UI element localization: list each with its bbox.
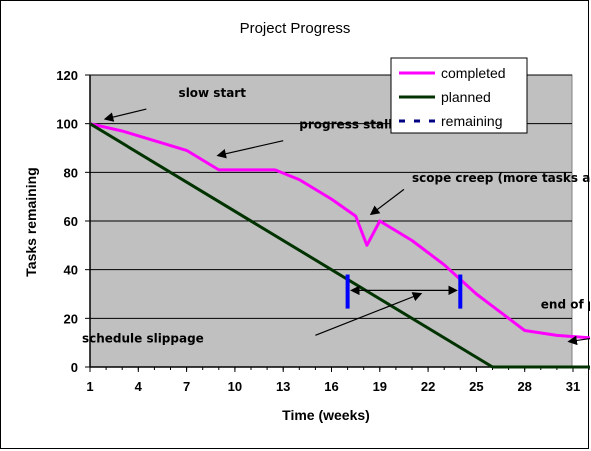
annotation-label: schedule slippage xyxy=(82,332,204,346)
y-tick-label: 80 xyxy=(64,165,78,180)
axes: 0204060801001201471013161922252831343740… xyxy=(56,68,590,394)
x-tick-label: 1 xyxy=(86,379,93,394)
series-planned xyxy=(89,122,590,369)
annotation-arrow xyxy=(369,188,405,216)
legend-label-remaining: remaining xyxy=(441,113,502,129)
annotation-label: progress stalled xyxy=(299,118,409,132)
legend-label-completed: completed xyxy=(441,65,506,81)
y-axis-title: Tasks remaining xyxy=(23,167,39,276)
x-tick-label: 31 xyxy=(566,379,580,394)
annotation-label: end of project delays xyxy=(541,298,590,312)
x-axis-title: Time (weeks) xyxy=(282,407,370,423)
y-tick-label: 60 xyxy=(64,214,78,229)
x-tick-label: 25 xyxy=(469,379,483,394)
x-tick-label: 4 xyxy=(135,379,143,394)
y-tick-label: 40 xyxy=(64,263,78,278)
x-tick-label: 7 xyxy=(183,379,190,394)
annotation-arrow xyxy=(567,335,590,346)
annotations: slow start progress stalled scope creep (m… xyxy=(82,86,590,346)
chart-title: Project Progress xyxy=(240,20,351,37)
x-tick-label: 28 xyxy=(517,379,531,394)
bar-markers xyxy=(345,274,463,309)
x-tick-label: 22 xyxy=(421,379,435,394)
annotation-label: slow start xyxy=(179,86,247,100)
annotation-arrow xyxy=(103,108,147,122)
series-lines xyxy=(89,122,590,369)
y-tick-label: 120 xyxy=(56,68,78,83)
y-tick-label: 0 xyxy=(71,360,78,375)
y-tick-label: 20 xyxy=(64,311,78,326)
legend-label-planned: planned xyxy=(441,89,491,105)
annotation-arrow xyxy=(216,140,284,159)
annotation-arrow xyxy=(315,292,423,336)
legend: completed planned remaining xyxy=(390,57,528,134)
y-tick-label: 100 xyxy=(56,117,78,132)
x-tick-label: 16 xyxy=(324,379,338,394)
x-tick-label: 10 xyxy=(228,379,242,394)
series-completed xyxy=(89,122,590,340)
annotation-label: scope creep (more tasks added) xyxy=(412,171,590,185)
x-tick-label: 19 xyxy=(373,379,387,394)
x-tick-label: 13 xyxy=(276,379,290,394)
